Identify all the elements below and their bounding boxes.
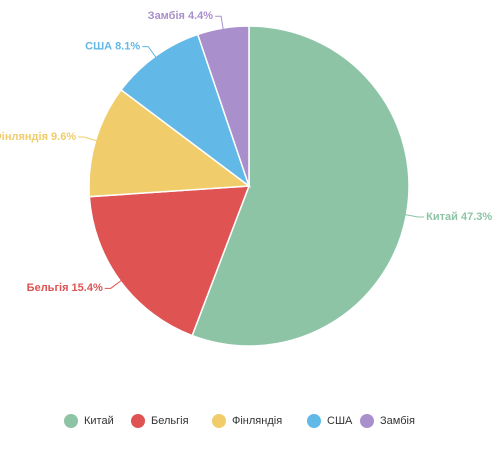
legend-label: Бельгія [151,415,189,427]
legend-item[interactable]: США [307,414,353,428]
legend-swatch [212,414,226,428]
data-label: Китай 47.3% [426,211,492,223]
data-label: Замбія 4.4% [148,10,214,22]
legend-label: США [327,415,353,427]
data-label: Фінляндія 9.6% [0,131,76,143]
label-connector [215,15,224,31]
legend-item[interactable]: Бельгія [131,414,189,428]
legend-item[interactable]: Замбія [360,414,415,428]
label-connector [404,214,425,218]
label-connector [104,279,123,289]
data-label: США 8.1% [85,41,140,53]
legend-swatch [64,414,78,428]
data-label: Бельгія 15.4% [27,282,103,294]
legend-item[interactable]: Фінляндія [212,414,282,428]
label-connector [78,136,98,142]
legend-label: Китай [84,415,114,427]
legend-label: Фінляндія [232,415,282,427]
legend-swatch [131,414,145,428]
label-connector [142,46,157,59]
legend-swatch [307,414,321,428]
legend-label: Замбія [380,415,415,427]
legend-swatch [360,414,374,428]
legend-item[interactable]: Китай [64,414,114,428]
